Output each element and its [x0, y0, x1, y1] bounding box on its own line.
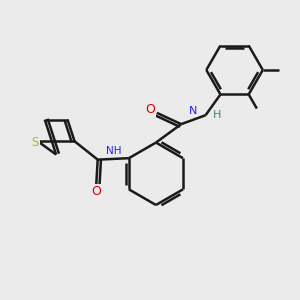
Text: O: O [146, 103, 155, 116]
Text: H: H [213, 110, 221, 120]
Text: NH: NH [106, 146, 121, 156]
Text: N: N [189, 106, 198, 116]
Text: O: O [91, 185, 101, 198]
Text: S: S [32, 136, 39, 149]
